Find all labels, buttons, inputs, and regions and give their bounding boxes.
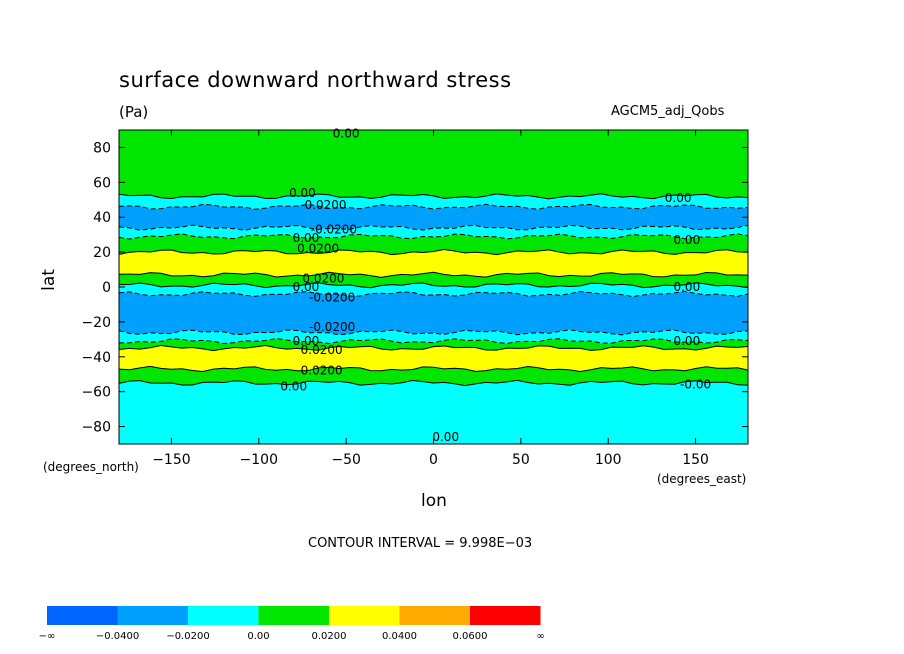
x-tick-label: 150 [682,452,709,468]
contour-label: 0.00 [333,126,360,140]
contour-label: -0.0200 [309,290,355,304]
y-tick-label: 60 [93,175,111,191]
units-label: (Pa) [119,103,149,121]
contour-line [118,249,749,256]
contour-label: -0.0200 [309,320,355,334]
colorbar-label: ∞ [536,631,544,642]
colorbar-swatch [117,606,188,625]
contour-label: 0.00 [673,280,700,294]
contour-label: 0.0200 [301,364,343,378]
contour-line [118,282,749,289]
y-tick-label: −80 [81,420,111,436]
contour-label: 0.00 [673,233,700,247]
y-unit-note: (degrees_north) [43,460,139,474]
y-tick-label: 80 [93,140,111,156]
contour-band [119,345,748,372]
colorbar-swatch [258,606,329,625]
y-tick-label: 20 [93,245,111,261]
y-tick-label: −40 [81,350,111,366]
contour-label: -0.0200 [300,198,346,212]
contour-label: 0.00 [293,280,320,294]
contour-line [118,290,749,298]
contour-band [119,130,748,199]
colorbar-swatch [470,606,541,625]
contour-band [119,329,748,344]
x-tick-label: 50 [512,452,530,468]
x-unit-note: (degrees_east) [657,472,747,486]
contour-line [118,365,749,372]
contour-band [119,282,748,297]
contour-label: 0.00 [280,379,307,393]
colorbar-label: −∞ [39,631,56,642]
contour-line [118,329,749,336]
contour-band [119,249,748,278]
contour-label: 0.0200 [301,343,343,357]
contour-line [118,193,749,200]
colorbar-swatch [47,606,118,625]
contour-label: 0.00 [665,191,692,205]
contour-label: 0.00 [293,334,320,348]
contour-label: 0.0200 [297,242,339,256]
contour-interval-text: CONTOUR INTERVAL = 9.998E−03 [308,536,533,551]
y-tick-label: −60 [81,385,111,401]
colorbar-label: 0.00 [247,631,269,642]
colorbar-label: −0.0200 [166,631,209,642]
y-tick-label: 40 [93,210,111,226]
x-tick-label: 100 [595,452,622,468]
contour-label: 0.00 [293,231,320,245]
contour-band [119,193,748,210]
contour-label: 0.00 [673,334,700,348]
contour-band [119,225,748,240]
contour-line [118,224,749,231]
contour-line [118,338,749,345]
contour-band [119,204,748,231]
colorbar-label: 0.0600 [453,631,488,642]
contour-label: 0.0200 [302,271,344,285]
contour-line [118,203,749,210]
contour-label: -0.00 [680,378,711,392]
colorbar-swatch [188,606,259,625]
x-tick-label: 0 [429,452,438,468]
contour-band [119,366,748,386]
x-tick-label: −100 [240,452,278,468]
y-tick-label: −20 [81,315,111,331]
contour-line [118,379,749,387]
contour-band [119,233,748,255]
contour-label: 0.00 [289,186,316,200]
model-label: AGCM5_adj_Qobs [611,104,725,119]
x-tick-label: −150 [152,452,190,468]
x-tick-label: −50 [331,452,361,468]
colorbar-swatch [399,606,470,625]
y-axis-label: lat [38,269,59,291]
x-axis-label: lon [421,491,447,511]
contour-line [118,345,749,352]
colorbar-swatch [329,606,400,625]
colorbar-label: 0.0400 [382,631,417,642]
contour-line [118,271,749,278]
contour-line [118,233,749,240]
contour-label: -0.0200 [311,222,357,236]
contour-band [119,380,748,444]
chart-title: surface downward northward stress [119,68,512,92]
colorbar-label: −0.0400 [96,631,139,642]
contour-label: 0.00 [432,430,459,444]
colorbar-label: 0.0200 [312,631,347,642]
y-tick-label: 0 [102,280,111,296]
contour-band [119,291,748,335]
